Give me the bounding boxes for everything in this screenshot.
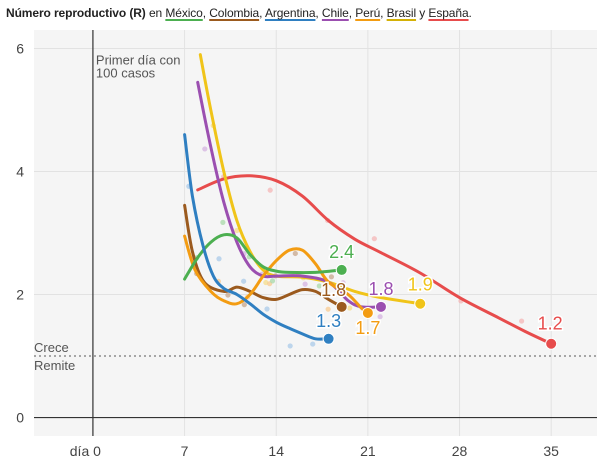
series-endpoint-brasil bbox=[414, 297, 427, 310]
x-tick-label: 7 bbox=[181, 443, 189, 459]
series-end-label-chile: 1.8 bbox=[368, 279, 393, 299]
scatter-point bbox=[234, 227, 240, 234]
series-end-label-españa: 1.2 bbox=[538, 314, 563, 334]
legend-country-españa: España bbox=[428, 6, 469, 20]
series-line-méxico bbox=[183, 233, 344, 281]
x-tick-label: 21 bbox=[360, 443, 376, 459]
series-endpoint-colombia bbox=[335, 300, 348, 313]
legend-country-chile: Chile bbox=[321, 6, 349, 20]
y-tick-label: 2 bbox=[16, 287, 24, 303]
series-end-label-méxico: 2.4 bbox=[329, 242, 354, 262]
x-tick-label: día 0 bbox=[70, 443, 101, 459]
y-tick-label: 0 bbox=[16, 410, 24, 426]
series-endpoint-argentina bbox=[322, 332, 335, 345]
scatter-point bbox=[269, 278, 276, 284]
legend-country-argentina: Argentina bbox=[264, 6, 316, 20]
scatter-point bbox=[371, 236, 377, 242]
series-line-chile bbox=[196, 80, 383, 309]
scatter-point bbox=[424, 283, 430, 289]
series-end-label-colombia: 1.8 bbox=[321, 280, 346, 300]
scatter-point bbox=[519, 318, 525, 324]
y-tick-label: 6 bbox=[16, 40, 24, 56]
scatter-point bbox=[220, 219, 226, 225]
series-endpoint-españa bbox=[545, 337, 558, 350]
scatter-point bbox=[302, 281, 308, 287]
scatter-point bbox=[241, 302, 247, 308]
series-end-label-perú: 1.7 bbox=[355, 318, 380, 338]
y-tick-label: 4 bbox=[16, 163, 24, 179]
threshold-label-grows: Crece bbox=[34, 340, 69, 355]
day-zero-annotation: Primer día con bbox=[96, 52, 181, 67]
x-tick-label: 14 bbox=[268, 443, 284, 459]
title-bold-text: Número reproductivo (R) bbox=[6, 6, 146, 20]
legend-country-brasil: Brasil bbox=[386, 6, 417, 20]
series-end-label-argentina: 1.3 bbox=[316, 311, 341, 331]
scatter-point bbox=[316, 283, 322, 289]
series-endpoint-perú bbox=[361, 306, 374, 319]
title-en-text: en bbox=[148, 6, 163, 20]
title-and-text: y bbox=[419, 6, 426, 20]
series-line-argentina bbox=[183, 133, 331, 341]
series-endpoint-méxico bbox=[335, 263, 348, 276]
scatter-point bbox=[264, 306, 270, 312]
scatter-point bbox=[377, 314, 383, 320]
scatter-point bbox=[328, 274, 335, 280]
scatter-point bbox=[287, 343, 293, 349]
legend-country-perú: Perú bbox=[355, 6, 381, 20]
scatter-point bbox=[310, 341, 316, 347]
scatter-point bbox=[292, 250, 298, 257]
scatter-point bbox=[216, 256, 222, 262]
legend-country-colombia: Colombia bbox=[209, 6, 260, 20]
scatter-point bbox=[340, 280, 346, 286]
scatter-point bbox=[225, 292, 231, 298]
scatter-point bbox=[267, 187, 273, 193]
series-line-perú bbox=[183, 234, 370, 315]
threshold-label-remits: Remite bbox=[34, 358, 75, 373]
scatter-point bbox=[241, 278, 247, 284]
series-line-españa bbox=[196, 174, 553, 346]
series-line-brasil bbox=[198, 53, 422, 306]
legend-country-méxico: México bbox=[165, 6, 203, 20]
scatter-point bbox=[347, 305, 353, 311]
series-end-label-brasil: 1.9 bbox=[408, 275, 433, 295]
series-endpoint-chile bbox=[374, 300, 387, 313]
scatter-point bbox=[202, 146, 208, 152]
day-zero-annotation: 100 casos bbox=[96, 65, 156, 80]
x-tick-label: 28 bbox=[452, 443, 468, 459]
plot-area bbox=[34, 30, 597, 436]
x-tick-label: 35 bbox=[543, 443, 559, 459]
scatter-point bbox=[325, 306, 331, 312]
chart-title: Número reproductivo (R) en México, Colom… bbox=[6, 6, 472, 20]
